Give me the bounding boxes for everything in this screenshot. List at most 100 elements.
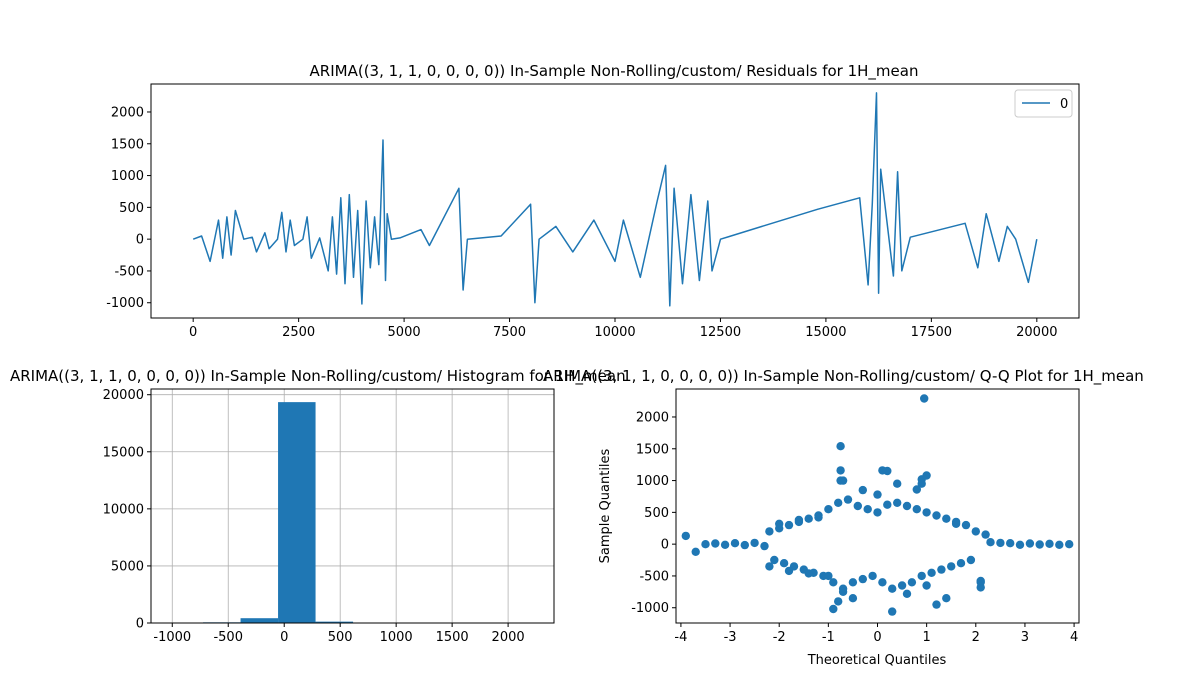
qq-point	[720, 540, 730, 549]
qq-point	[873, 490, 882, 499]
qq-point	[922, 581, 931, 590]
qq-point	[873, 508, 882, 517]
qq-point	[878, 578, 887, 587]
qq-point	[824, 571, 833, 581]
qq-point	[893, 479, 902, 488]
x-tick-label: 2500	[282, 325, 315, 340]
qq-point	[888, 584, 897, 593]
y-tick-label: 500	[119, 201, 144, 216]
x-tick-label: -3	[724, 630, 737, 645]
qq-point	[1055, 540, 1064, 549]
qq-point	[922, 508, 931, 517]
qq-point	[927, 568, 936, 577]
qq-point	[760, 541, 769, 551]
qq-point	[838, 587, 848, 596]
qq-point	[804, 514, 813, 523]
x-tick-label: -1000	[153, 630, 191, 645]
qq-point	[829, 604, 838, 614]
y-tick-label: 20000	[103, 388, 144, 403]
y-tick-label: -1000	[631, 601, 669, 616]
qq-point	[902, 501, 912, 511]
x-tick-label: 2000	[492, 630, 525, 645]
qq-point	[907, 578, 917, 587]
qq-point	[681, 531, 690, 541]
qq-point	[784, 520, 794, 530]
y-tick-label: 0	[136, 233, 144, 248]
qq-point	[996, 538, 1005, 548]
qq-point	[691, 547, 700, 556]
y-tick-label: 1500	[636, 442, 669, 457]
x-tick-label: 2	[972, 630, 980, 645]
qq-point	[775, 519, 784, 528]
qq-point	[730, 539, 740, 548]
x-tick-label: 7500	[493, 325, 526, 340]
legend: 0	[1014, 89, 1073, 118]
qq-point	[986, 538, 995, 547]
qq-point	[1006, 539, 1015, 548]
x-tick-label: 10000	[594, 325, 635, 340]
qq-point	[836, 442, 845, 451]
qq-point	[937, 565, 946, 574]
residuals-line-panel: ARIMA((3, 1, 1, 0, 0, 0, 0)) In-Sample N…	[106, 62, 1080, 340]
histogram-bar	[240, 618, 279, 623]
y-tick-label: 1000	[111, 169, 144, 184]
x-tick-label: 12500	[700, 325, 741, 340]
qq-point	[942, 514, 951, 523]
residuals-plot-frame	[150, 83, 1080, 319]
legend-entry-label: 0	[1060, 97, 1068, 112]
qq-point	[932, 600, 941, 609]
x-tick-label: 20000	[1016, 325, 1057, 340]
qq-point	[843, 495, 853, 504]
y-tick-label: -500	[639, 569, 669, 584]
y-tick-label: 1500	[111, 137, 144, 152]
qq-point	[1065, 540, 1074, 549]
qq-point	[701, 540, 710, 549]
qq-point	[981, 530, 990, 539]
qq-y-axis-label: Sample Quantiles	[598, 448, 613, 563]
x-tick-label: 5000	[388, 325, 421, 340]
qq-point	[834, 498, 843, 507]
qq-point	[868, 571, 877, 581]
qq-point	[824, 505, 833, 514]
qq-plot-title: ARIMA((3, 1, 1, 0, 0, 0, 0)) In-Sample N…	[543, 367, 1144, 386]
histogram-bar	[278, 402, 316, 623]
qq-point	[1015, 540, 1025, 549]
y-tick-label: 500	[644, 506, 669, 521]
qq-point	[1035, 540, 1044, 549]
qq-plot-panel: ARIMA((3, 1, 1, 0, 0, 0, 0)) In-Sample N…	[543, 367, 1144, 668]
residual-series-line	[192, 92, 1038, 307]
qq-point	[836, 476, 845, 485]
x-tick-label: -2	[773, 630, 786, 645]
qq-point	[794, 515, 804, 525]
qq-point	[848, 594, 858, 603]
qq-point	[920, 394, 929, 403]
qq-point	[765, 527, 774, 536]
qq-point	[917, 479, 926, 488]
histogram-frame	[150, 388, 555, 624]
qq-point	[976, 583, 985, 592]
y-tick-label: 5000	[111, 559, 144, 574]
qq-point	[966, 555, 976, 565]
qq-point	[750, 538, 759, 548]
qq-point	[971, 527, 980, 536]
qq-point	[834, 597, 843, 606]
qq-point	[770, 555, 779, 565]
y-tick-label: 2000	[111, 105, 144, 120]
qq-point	[829, 578, 838, 587]
qq-point	[858, 574, 867, 584]
qq-plot-frame	[675, 388, 1080, 624]
x-tick-label: 500	[328, 630, 353, 645]
x-tick-label: 0	[873, 630, 881, 645]
qq-point	[883, 500, 892, 509]
qq-point	[779, 559, 789, 568]
histogram-title: ARIMA((3, 1, 1, 0, 0, 0, 0)) In-Sample N…	[10, 367, 626, 386]
qq-point	[804, 569, 813, 578]
x-tick-label: -4	[674, 630, 687, 645]
qq-point	[897, 581, 907, 590]
y-tick-label: 15000	[103, 445, 144, 460]
qq-point	[878, 466, 887, 475]
x-tick-label: 15000	[805, 325, 846, 340]
qq-point	[858, 485, 867, 495]
x-tick-label: 1	[923, 630, 931, 645]
y-tick-label: -1000	[106, 296, 144, 311]
